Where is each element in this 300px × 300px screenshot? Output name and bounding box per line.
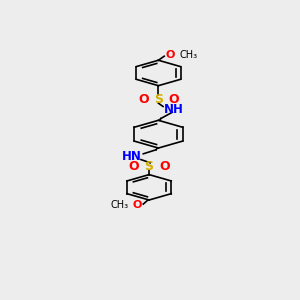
Text: O: O: [159, 160, 169, 173]
Text: O: O: [129, 160, 139, 173]
Text: HN: HN: [122, 150, 142, 163]
Text: CH₃: CH₃: [179, 50, 197, 60]
Text: O: O: [168, 93, 179, 106]
Text: CH₃: CH₃: [110, 200, 128, 210]
Text: O: O: [138, 93, 148, 106]
Text: O: O: [165, 50, 175, 60]
Text: S: S: [154, 93, 163, 106]
Text: S: S: [145, 160, 154, 173]
Text: O: O: [133, 200, 142, 210]
Text: NH: NH: [164, 103, 184, 116]
